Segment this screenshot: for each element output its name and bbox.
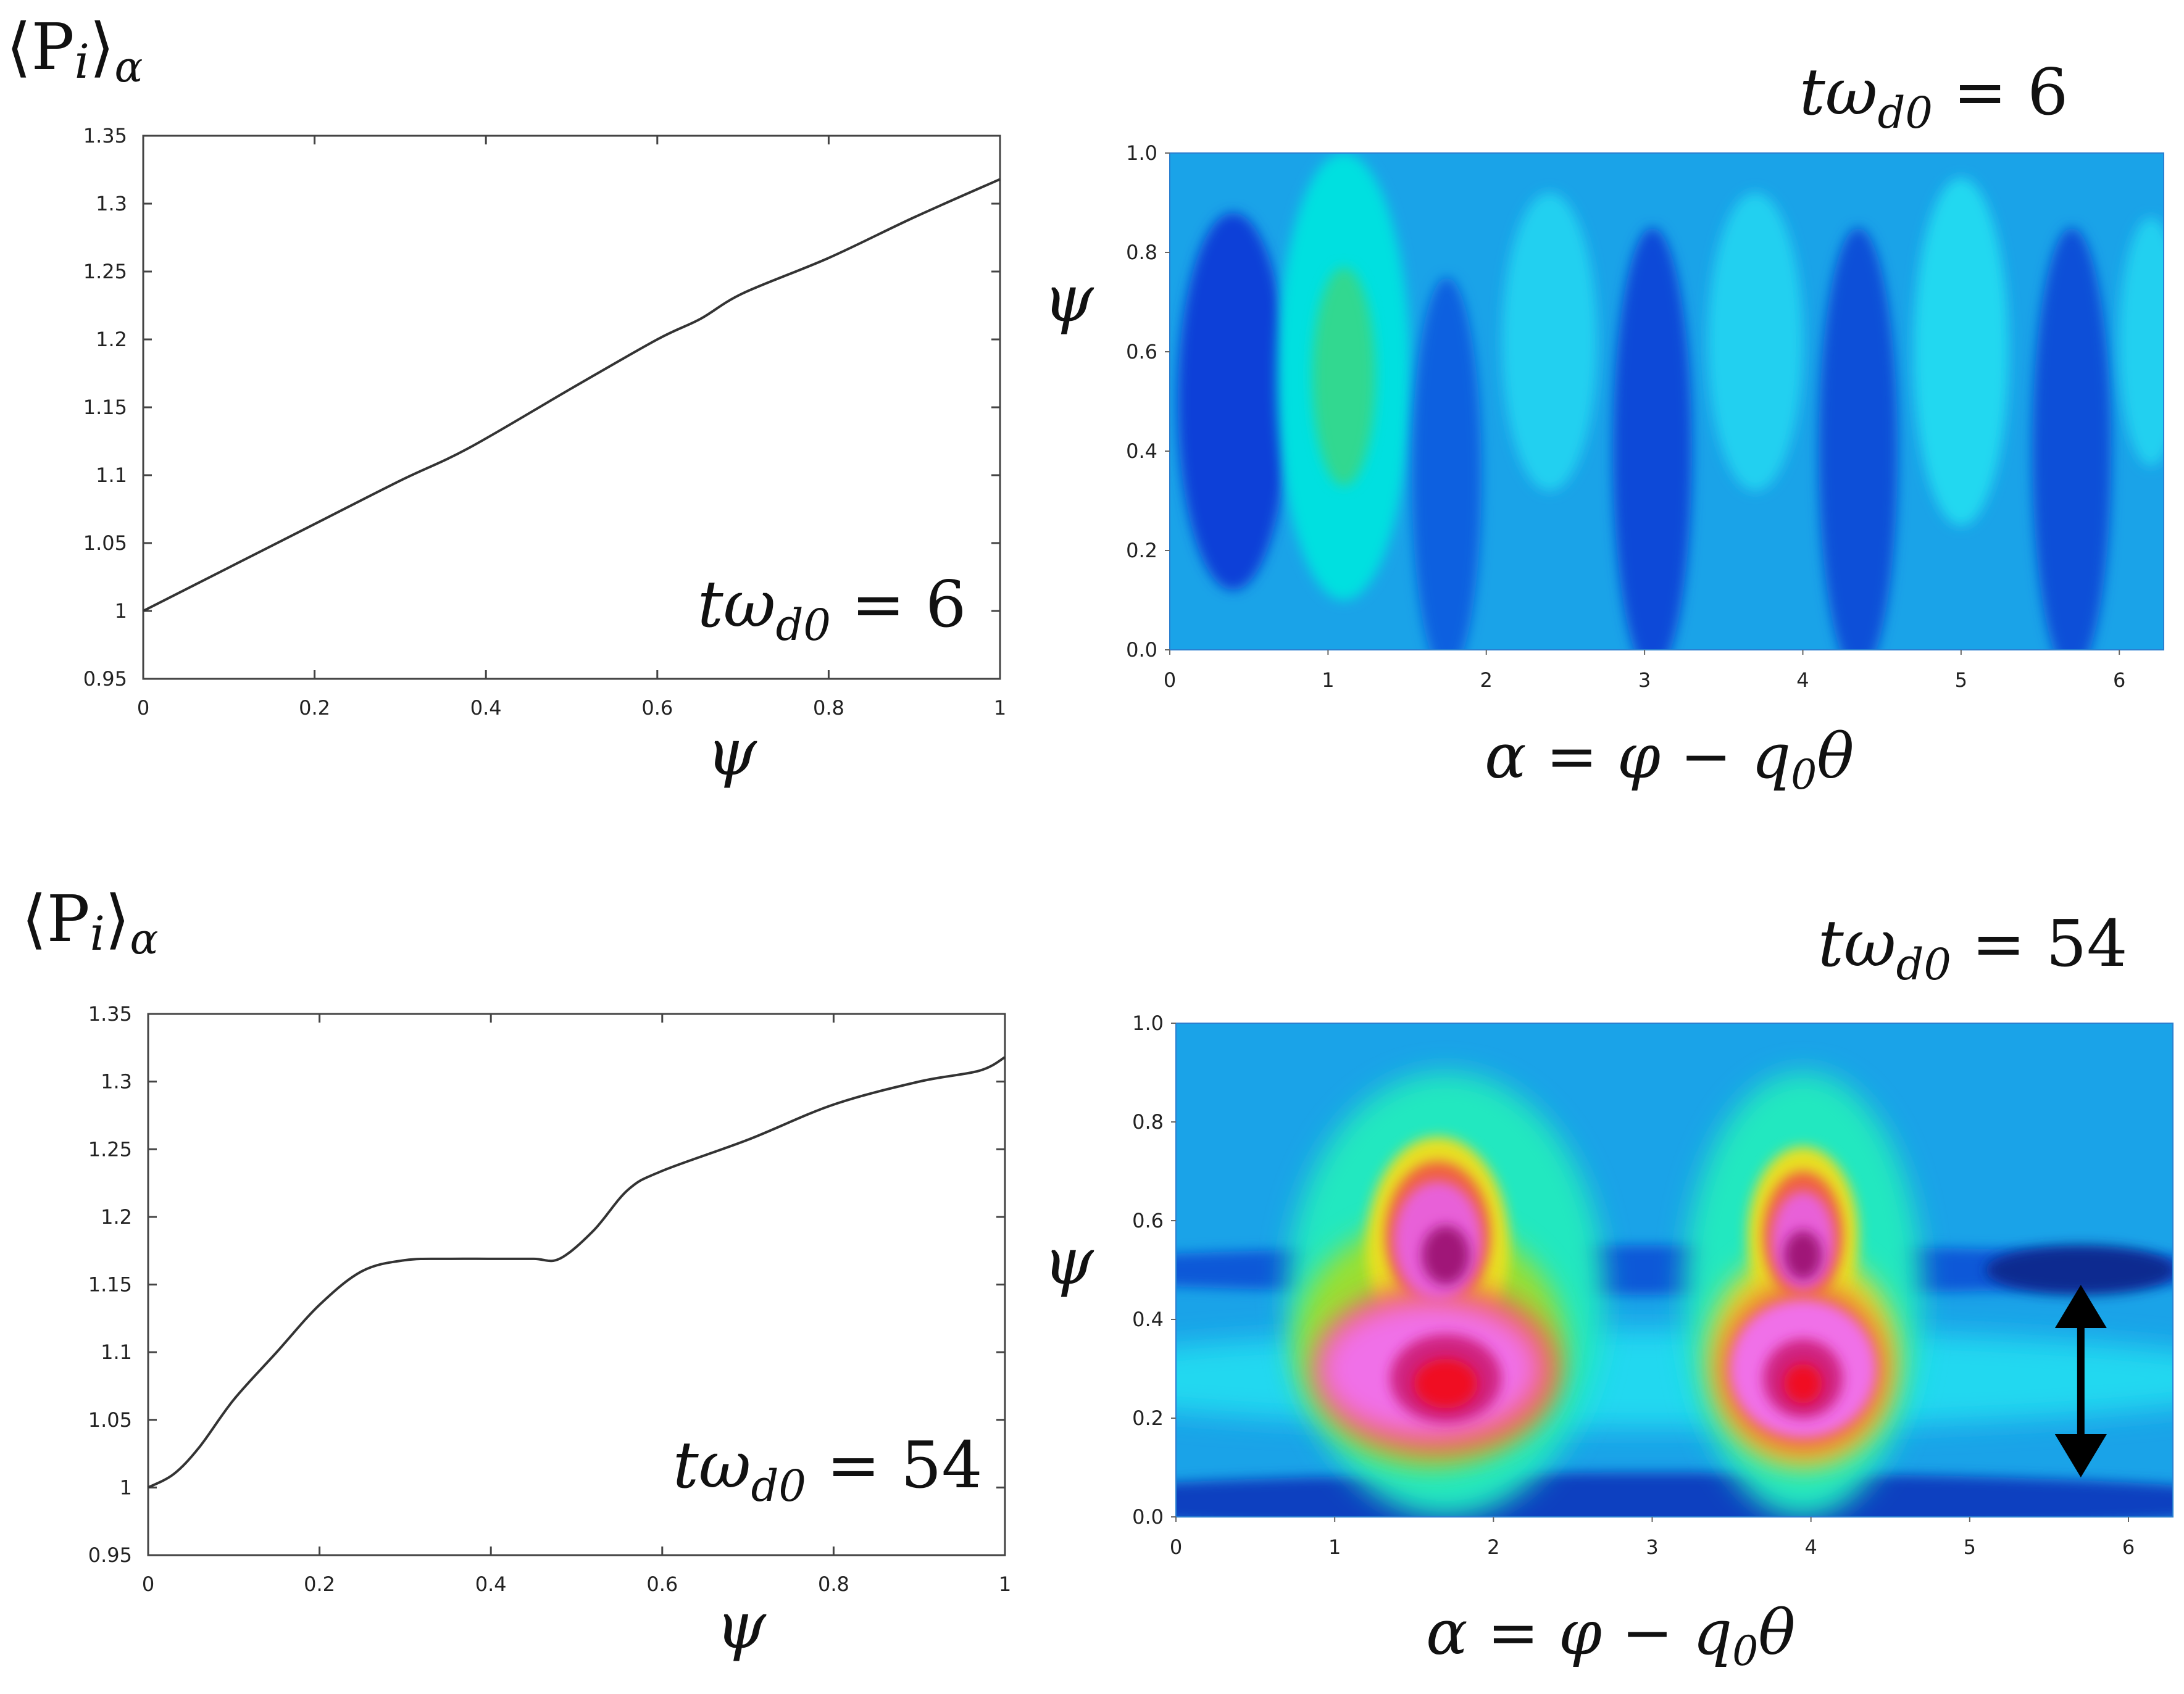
x-tick-label: 5	[1964, 1535, 1976, 1559]
heatmap-blob	[1178, 213, 1288, 591]
heatmap-blob	[1914, 178, 2009, 526]
x-tick-label: 1	[1328, 1535, 1341, 1559]
x-tick-label: 2	[1487, 1535, 1499, 1559]
plot-contour-t6: 0 1 2 3 4 5 6 0.0 0.2 0.4 0.6 0.8 1.0	[1126, 141, 2183, 692]
x-tick-label: 5	[1955, 668, 1967, 692]
x-tick-label: 0.2	[304, 1572, 335, 1596]
heatmap-field	[1170, 153, 2183, 675]
y-tick-label: 1.2	[101, 1205, 132, 1229]
y-tick-label: 1	[120, 1476, 132, 1499]
x-tick-label: 0	[1164, 668, 1176, 692]
y-tick-label: 0.2	[1126, 539, 1157, 562]
x-tick-label: 0.6	[641, 696, 673, 720]
y-tick-label: 0.6	[1126, 340, 1157, 363]
heatmap-blob	[1414, 1359, 1478, 1408]
ylabel-contour-t54: ψ	[1043, 1224, 1094, 1299]
x-tick-label: 1	[1322, 668, 1334, 692]
x-tick-label: 0	[1170, 1535, 1182, 1559]
y-tick-label: 1.05	[88, 1408, 132, 1432]
y-tick-label: 1.0	[1126, 141, 1157, 165]
x-tick-label: 0.2	[299, 696, 330, 720]
heatmap-field	[1017, 1023, 2184, 1532]
y-tick-label: 0.95	[88, 1543, 132, 1567]
plot-contour-t54: 0 1 2 3 4 5 6 0.0 0.2 0.4 0.6 0.8 1.0	[1017, 1011, 2184, 1559]
y-tick-label: 1.3	[101, 1070, 132, 1094]
y-tick-label: 1.05	[83, 531, 127, 555]
heatmap-blob	[1613, 228, 1692, 675]
x-tick-label: 1	[994, 696, 1006, 720]
ylabel-contour-t6: ψ	[1043, 261, 1094, 336]
y-tick-label: 1.15	[83, 396, 127, 419]
x-tick-label: 3	[1638, 668, 1651, 692]
x-tick-label: 0	[137, 696, 149, 720]
x-tick-label: 4	[1796, 668, 1809, 692]
title-contour-t6: tωd0 = 6	[1799, 54, 2068, 138]
title-contour-t54: tωd0 = 54	[1818, 906, 2128, 990]
heatmap-blob	[1422, 1226, 1470, 1285]
heatmap-blob	[2032, 228, 2111, 675]
y-tick-label: 0.0	[1132, 1505, 1164, 1529]
y-tick-label: 1.3	[96, 192, 127, 215]
y-tick-label: 0.0	[1126, 638, 1157, 662]
y-tick-label: 0.8	[1126, 241, 1157, 264]
x-tick-label: 0.4	[475, 1572, 507, 1596]
annotation-pressure-t54: tωd0 = 54	[673, 1427, 983, 1511]
x-tick-label: 0.8	[818, 1572, 849, 1596]
xlabel-pressure-t54: ψ	[715, 1588, 767, 1663]
y-tick-label: 1.35	[83, 124, 127, 147]
x-tick-label: 1	[999, 1572, 1011, 1596]
heatmap-blob	[1784, 1231, 1822, 1280]
y-tick-label: 1.25	[88, 1137, 132, 1161]
y-tick-label: 0.8	[1132, 1110, 1164, 1134]
y-tick-label: 1.1	[101, 1340, 132, 1364]
x-tick-label: 0.8	[813, 696, 844, 720]
x-tick-label: 2	[1480, 668, 1493, 692]
y-tick-label: 1.35	[88, 1002, 132, 1026]
y-tick-label: 0.4	[1126, 439, 1157, 463]
y-tick-label: 1.25	[83, 260, 127, 283]
y-tick-label: 1.0	[1132, 1011, 1164, 1035]
y-tick-label: 1.2	[96, 328, 127, 351]
x-tick-label: 0.4	[470, 696, 502, 720]
xlabel-pressure-t6: ψ	[706, 715, 757, 790]
x-tick-label: 4	[1804, 1535, 1817, 1559]
y-tick-label: 1.1	[96, 463, 127, 487]
x-tick-label: 0.6	[646, 1572, 678, 1596]
x-tick-label: 6	[2122, 1535, 2135, 1559]
y-tick-label: 0.4	[1132, 1308, 1164, 1331]
heatmap-blob	[1502, 193, 1597, 491]
heatmap-blob	[1784, 1364, 1822, 1403]
heatmap-blob	[1819, 228, 1898, 675]
x-tick-label: 6	[2113, 668, 2125, 692]
y-tick-label: 0.2	[1132, 1406, 1164, 1430]
annotation-pressure-t6: tωd0 = 6	[698, 567, 966, 650]
heatmap-blob	[1412, 277, 1482, 675]
y-tick-label: 1	[115, 599, 127, 623]
y-tick-label: 0.95	[83, 667, 127, 691]
x-tick-label: 0	[142, 1572, 154, 1596]
y-tick-label: 1.15	[88, 1273, 132, 1297]
heatmap-blob	[1708, 193, 1803, 491]
x-tick-label: 3	[1646, 1535, 1658, 1559]
heatmap-blob	[1312, 267, 1376, 486]
y-tick-label: 0.6	[1132, 1209, 1164, 1232]
